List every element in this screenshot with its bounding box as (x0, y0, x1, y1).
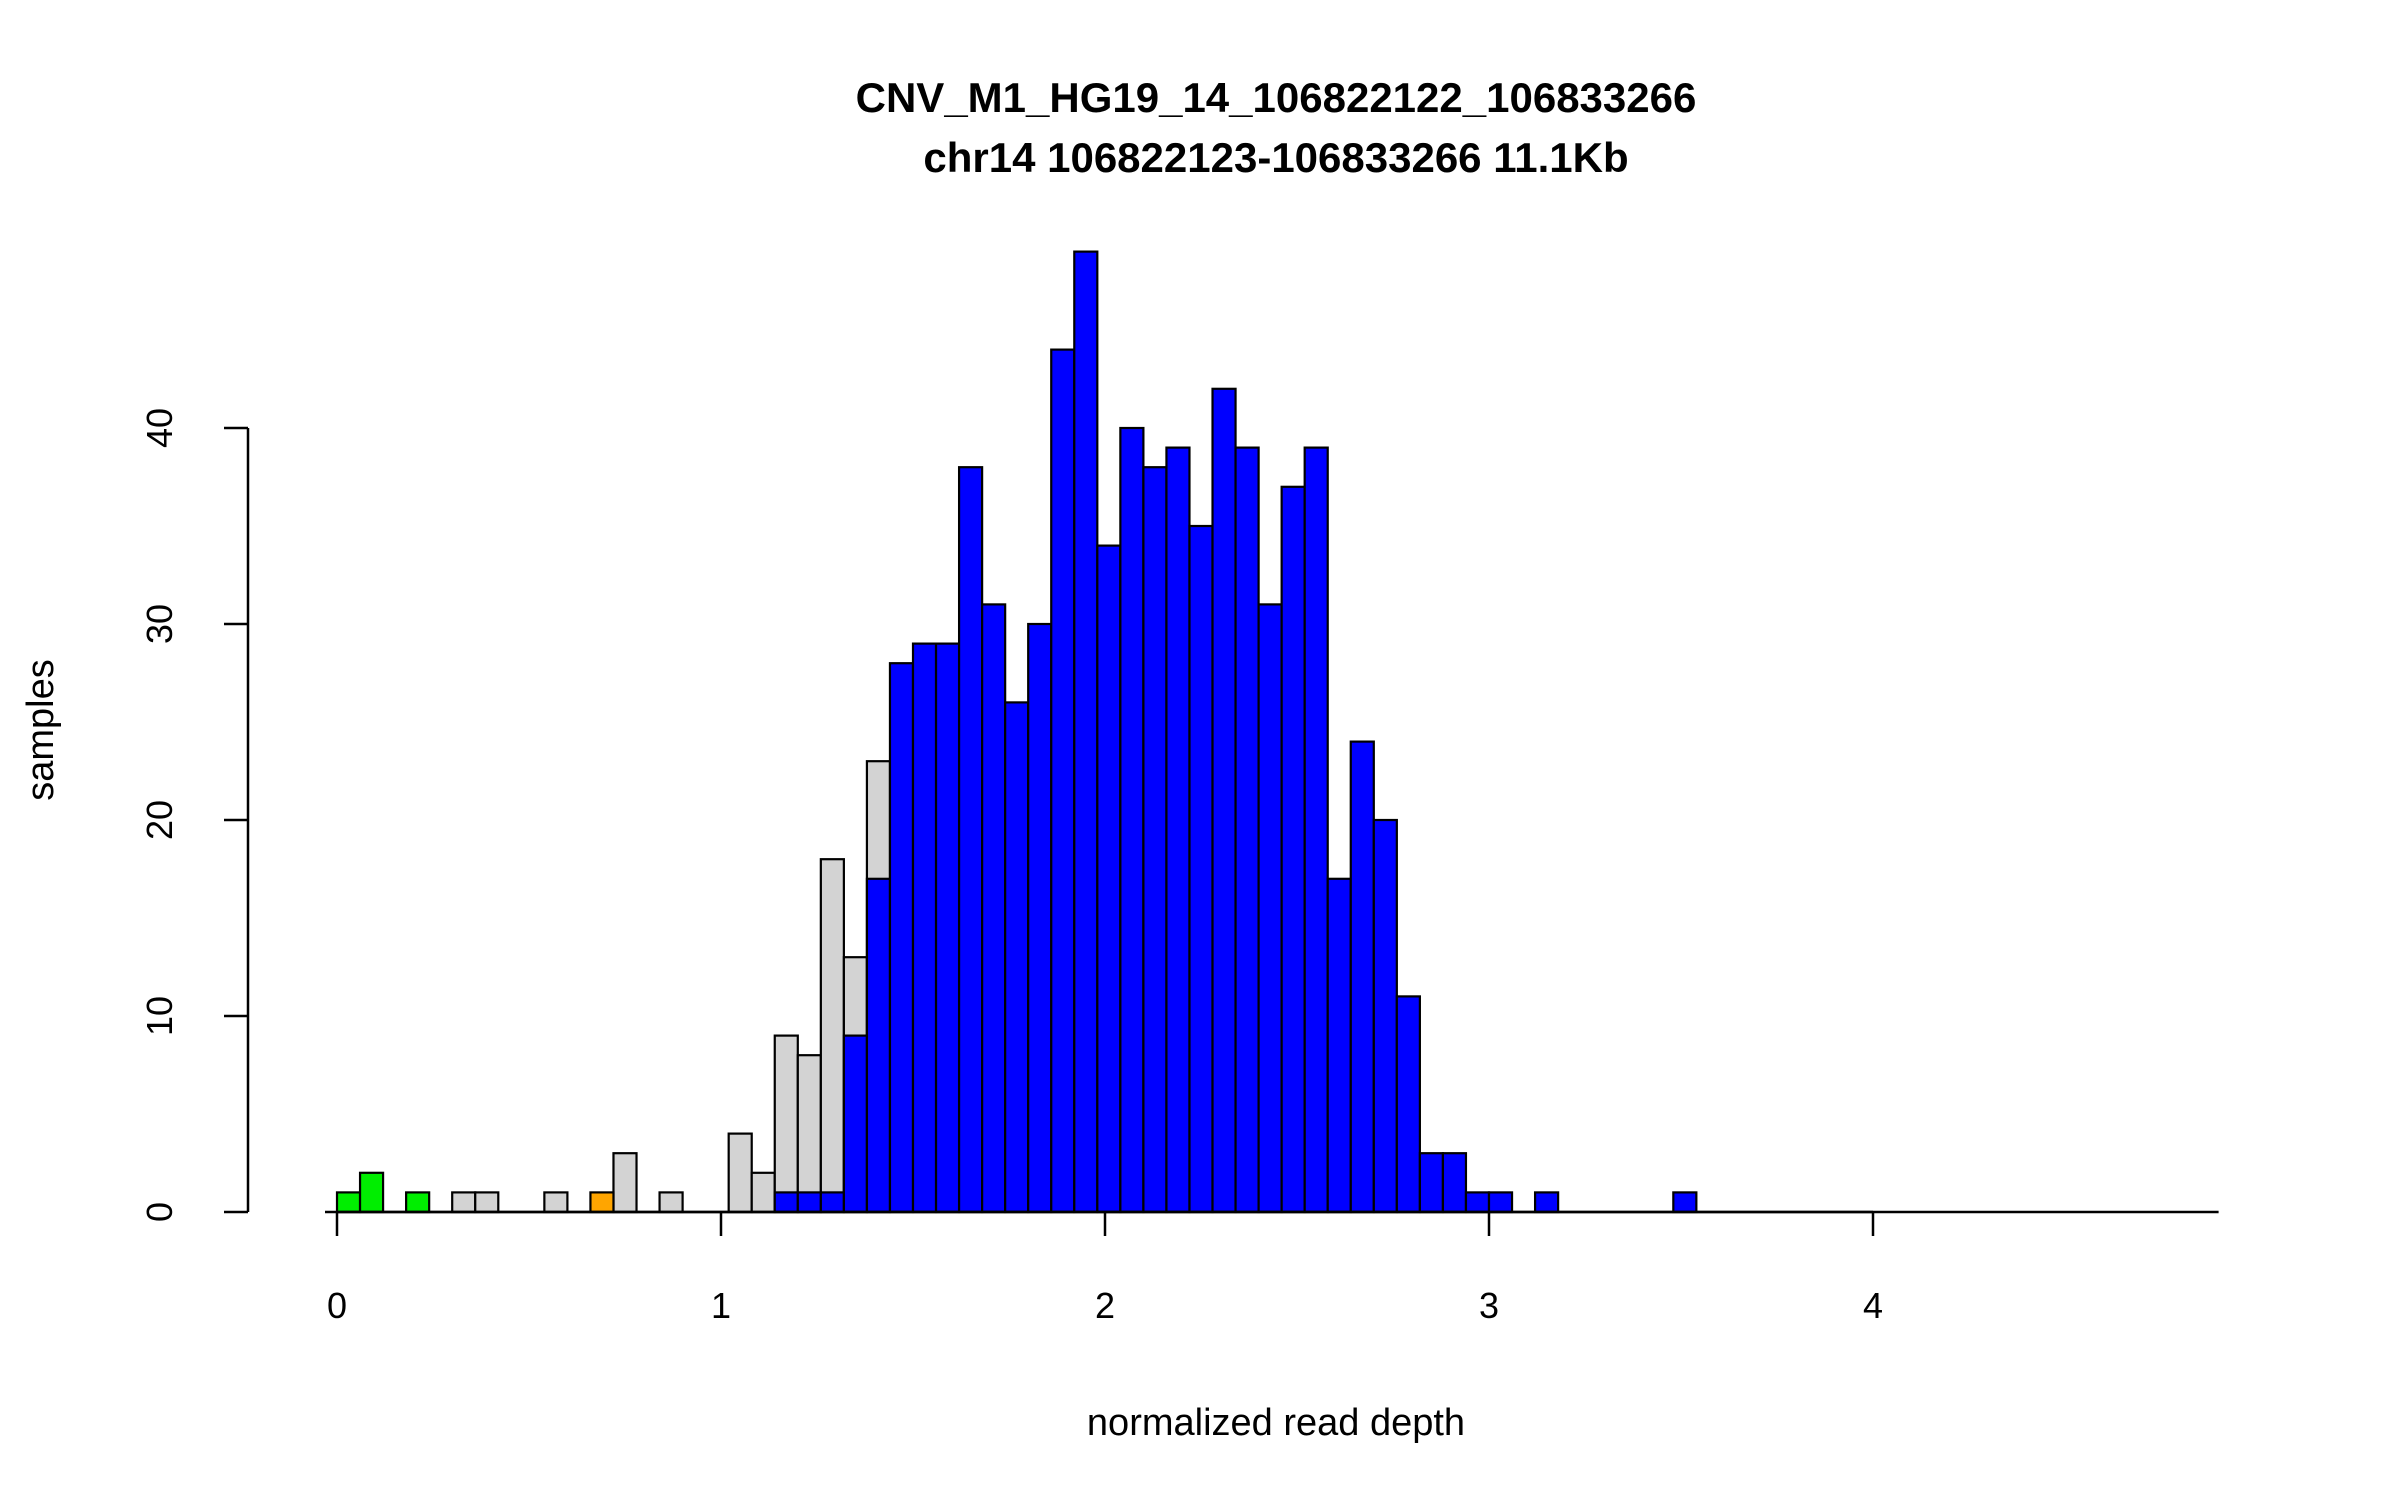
histogram-bar (1027, 622, 1053, 1214)
histogram-bar (612, 1152, 638, 1214)
histogram-bar (1464, 1191, 1491, 1214)
histogram-bar (842, 1034, 869, 1214)
histogram-bar (1004, 701, 1030, 1214)
y-tick-label: 10 (139, 996, 180, 1036)
histogram-bar (865, 877, 892, 1214)
histogram-bar (773, 1034, 799, 1214)
chart-subtitle: chr14 106822123-106833266 11.1Kb (923, 134, 1628, 181)
histogram-bar (1326, 877, 1352, 1214)
histogram-bar (1418, 1152, 1445, 1214)
histogram-bar (981, 603, 1007, 1214)
histogram-bar (1119, 426, 1145, 1214)
histogram-bar (1372, 818, 1398, 1214)
histogram-bar (543, 1191, 569, 1214)
x-tick-label: 4 (1863, 1285, 1883, 1326)
histogram-bar (1395, 995, 1421, 1214)
y-tick-label: 0 (139, 1202, 180, 1222)
histogram-bar (750, 1171, 776, 1214)
histogram-bar (1096, 544, 1122, 1214)
histogram-bar (888, 662, 915, 1214)
histogram-bar (1280, 485, 1306, 1214)
y-axis-label: samples (20, 659, 62, 801)
x-axis-label: normalized read depth (1087, 1402, 1465, 1444)
histogram-bar (796, 1191, 822, 1214)
histogram-bar (589, 1191, 615, 1214)
y-tick-label: 30 (139, 604, 180, 644)
histogram-bar (1211, 387, 1237, 1214)
histogram-bar (335, 1191, 362, 1214)
histogram-bar (773, 1191, 799, 1214)
histogram-bar (451, 1191, 477, 1214)
histogram-bar (1441, 1152, 1468, 1214)
histogram-bar (911, 642, 938, 1214)
histogram-bar (819, 1191, 845, 1214)
histogram-bar (1672, 1191, 1698, 1214)
histogram-bar (957, 466, 984, 1214)
x-tick-label: 0 (327, 1285, 347, 1326)
histogram-bar (1142, 466, 1168, 1214)
histogram-bar (1533, 1191, 1560, 1214)
histogram-bar (796, 1054, 822, 1214)
histogram-bar (1188, 524, 1214, 1214)
x-tick-label: 1 (711, 1285, 731, 1326)
histogram-bar (1234, 446, 1260, 1214)
x-tick-label: 2 (1095, 1285, 1115, 1326)
histogram-bar (1165, 446, 1191, 1214)
histogram-bar (474, 1191, 500, 1214)
chart-title: CNV_M1_HG19_14_106822122_106833266 (856, 74, 1697, 121)
y-tick-label: 20 (139, 800, 180, 840)
histogram-bar (1303, 446, 1329, 1214)
histogram-bar (358, 1171, 385, 1214)
histogram-bar (658, 1191, 684, 1214)
histogram-bar (1257, 603, 1283, 1214)
histogram-bar (727, 1132, 753, 1214)
x-tick-label: 3 (1479, 1285, 1499, 1326)
histogram-bar (1050, 348, 1076, 1214)
histogram-bar (1487, 1191, 1514, 1214)
histogram-bar (1073, 250, 1099, 1214)
histogram-bar (819, 858, 845, 1214)
histogram-bar (934, 642, 961, 1214)
histogram-bar (1349, 740, 1375, 1214)
histogram-bar (405, 1191, 431, 1214)
bars-layer (335, 250, 1698, 1214)
y-tick-label: 40 (139, 408, 180, 448)
